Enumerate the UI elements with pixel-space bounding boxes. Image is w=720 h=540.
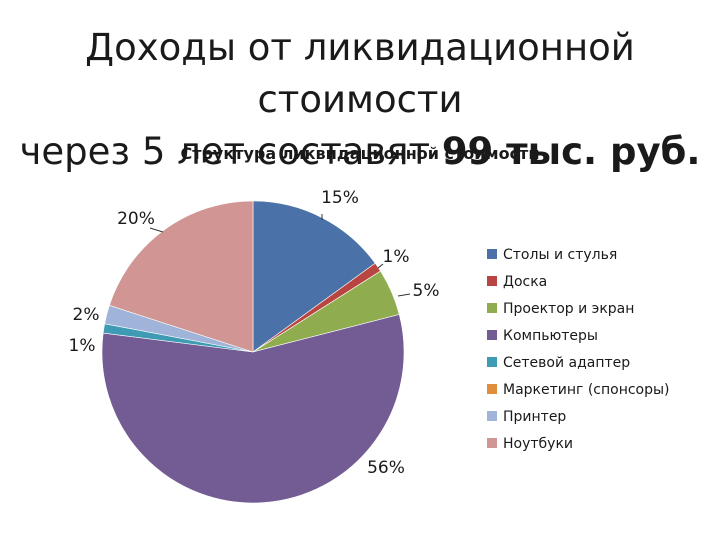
legend-swatch-3	[487, 330, 497, 340]
slice-3	[101, 314, 405, 504]
slide-title-prefix: через 5 лет составят	[19, 130, 442, 173]
legend-label-2: Проектор и экран	[503, 301, 634, 317]
chart-title: Структура ликвидационной стоимости	[180, 144, 540, 163]
legend-label-4: Сетевой адаптер	[503, 355, 630, 371]
legend-label-1: Доска	[503, 274, 547, 290]
slide-title-amount: 99 тыс. руб.	[441, 130, 701, 173]
legend-swatch-6	[487, 411, 497, 421]
data-label-3: 56%	[367, 458, 405, 478]
leader-line-7	[149, 227, 164, 233]
legend-swatch-2	[487, 303, 497, 313]
legend-swatch-7	[487, 438, 497, 448]
legend-label-3: Компьютеры	[503, 328, 598, 344]
legend-swatch-1	[487, 276, 497, 286]
legend-label-0: Столы и стулья	[503, 247, 617, 263]
legend-label-6: Принтер	[503, 409, 566, 425]
data-label-7: 20%	[117, 209, 155, 229]
data-label-0: 15%	[321, 188, 359, 208]
data-label-6: 2%	[73, 305, 100, 325]
slide-title: Доходы от ликвидационной стоимости через…	[0, 22, 720, 178]
data-label-2: 5%	[413, 281, 440, 301]
leader-line-2	[397, 293, 411, 297]
slide-title-line2: через 5 лет составят 99 тыс. руб.	[0, 126, 720, 178]
legend-label-7: Ноутбуки	[503, 436, 573, 452]
legend-label-5: Маркетинг (спонсоры)	[503, 382, 670, 398]
legend-swatch-4	[487, 357, 497, 367]
legend-swatch-0	[487, 249, 497, 259]
slice-7	[109, 200, 254, 353]
data-label-4: 1%	[69, 336, 96, 356]
legend-swatch-5	[487, 384, 497, 394]
leader-line-1	[377, 263, 384, 269]
slide-title-line1: Доходы от ликвидационной стоимости	[85, 26, 635, 121]
data-label-1: 1%	[383, 247, 410, 267]
